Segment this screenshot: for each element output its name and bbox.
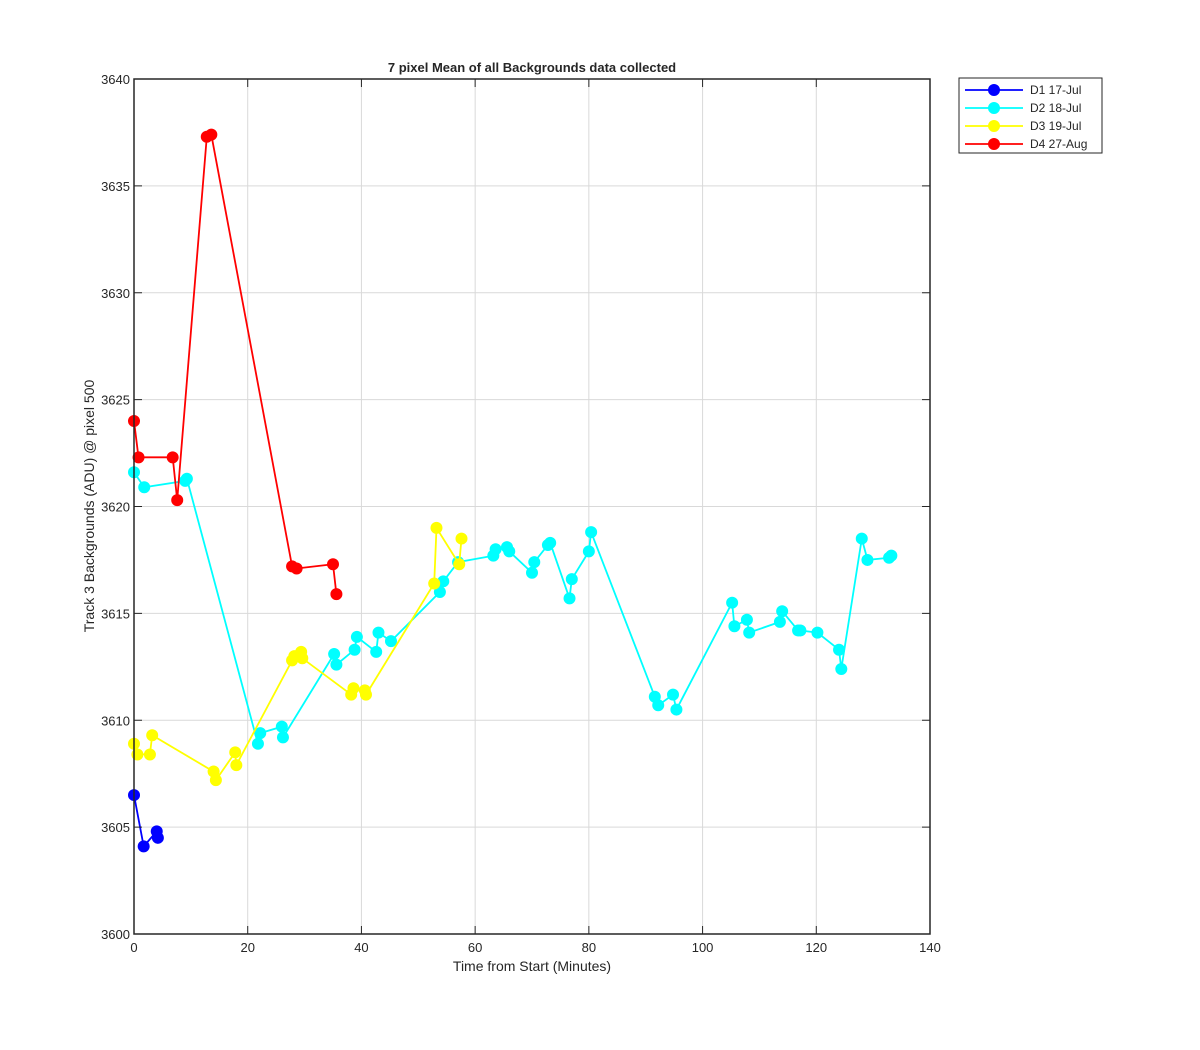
legend-label: D4 27-Aug [1030,137,1087,151]
y-tick-label: 3635 [101,179,130,194]
data-point [275,720,288,733]
data-point [347,682,360,695]
data-point [276,731,289,744]
data-point [330,588,343,601]
data-point [526,566,538,579]
series-3 [128,521,468,787]
data-point [489,543,502,556]
data-point [138,481,151,494]
data-point [585,526,598,539]
x-axis-label: Time from Start (Minutes) [453,958,611,974]
legend-entry: D2 18-Jul [965,101,1081,115]
data-point [296,652,309,665]
data-point [582,545,595,558]
data-point [670,703,683,716]
legend-entry: D3 19-Jul [965,119,1081,133]
data-point [833,643,846,656]
data-point [855,532,868,545]
series-2 [128,466,898,750]
legend-marker [988,138,1000,150]
data-point [773,615,786,628]
data-point [811,626,824,639]
series-layer [128,128,898,853]
data-point [430,521,443,534]
x-tick-label: 40 [354,940,368,955]
data-point [290,562,303,575]
data-point [652,699,665,712]
data-point [528,556,541,569]
data-point [229,746,242,759]
data-point [132,451,145,464]
x-tick-label: 100 [692,940,714,955]
data-point [835,662,848,675]
legend-label: D2 18-Jul [1030,101,1081,115]
legend-marker [988,84,1000,96]
x-tick-label: 20 [240,940,254,955]
data-point [254,727,267,740]
data-point [794,624,807,637]
legend-marker [988,102,1000,114]
data-point [544,536,557,549]
data-point [726,596,739,609]
y-tick-label: 3630 [101,286,130,301]
x-tick-label: 0 [130,940,137,955]
data-point [151,831,164,844]
data-point [372,626,385,639]
data-point [251,737,264,750]
data-point [146,729,159,742]
data-point [359,688,372,701]
chart-title: 7 pixel Mean of all Backgrounds data col… [388,60,676,75]
data-point [667,688,680,701]
x-tick-label: 120 [805,940,827,955]
data-point [230,759,243,772]
data-point [348,643,361,656]
data-point [453,558,466,571]
data-point [563,592,576,605]
data-point [328,647,341,660]
data-point [180,472,193,485]
data-point [861,553,874,566]
data-point [205,128,218,141]
series-4 [128,128,343,601]
y-tick-label: 3625 [101,393,130,408]
data-point [428,577,441,590]
data-point [171,494,184,507]
y-tick-label: 3600 [101,927,130,942]
legend-entry: D4 27-Aug [965,137,1087,151]
data-point [885,549,898,562]
y-tick-label: 3620 [101,500,130,515]
legend: D1 17-Jul D2 18-Jul D3 19-Jul D4 27-Aug [958,77,1103,154]
data-point [743,626,756,639]
data-point [330,658,343,671]
data-point [137,840,150,853]
y-tick-label: 3640 [101,72,130,87]
x-tick-label: 80 [582,940,596,955]
data-point [503,545,516,558]
data-point [166,451,179,464]
ticks: 0 20 40 60 80 100 120 140 3600 3605 3610 3615 3620 36… [101,72,941,955]
y-axis-label: Track 3 Backgrounds (ADU) @ pixel 500 [81,380,97,633]
data-point [728,620,741,633]
legend-marker [988,120,1000,132]
legend-label: D3 19-Jul [1030,119,1081,133]
data-point [327,558,339,571]
x-tick-label: 60 [468,940,482,955]
data-point [209,774,222,787]
y-tick-label: 3615 [101,606,130,621]
data-point [740,613,753,626]
data-point [455,532,468,545]
data-point [350,630,363,643]
y-tick-label: 3605 [101,820,130,835]
data-point [776,605,789,618]
data-point [565,573,578,586]
y-tick-label: 3610 [101,713,130,728]
legend-entry: D1 17-Jul [965,83,1081,97]
x-tick-label: 140 [919,940,941,955]
legend-label: D1 17-Jul [1030,83,1081,97]
data-point [384,635,397,648]
data-point [433,586,446,598]
data-point [143,748,156,761]
data-point [370,645,383,658]
